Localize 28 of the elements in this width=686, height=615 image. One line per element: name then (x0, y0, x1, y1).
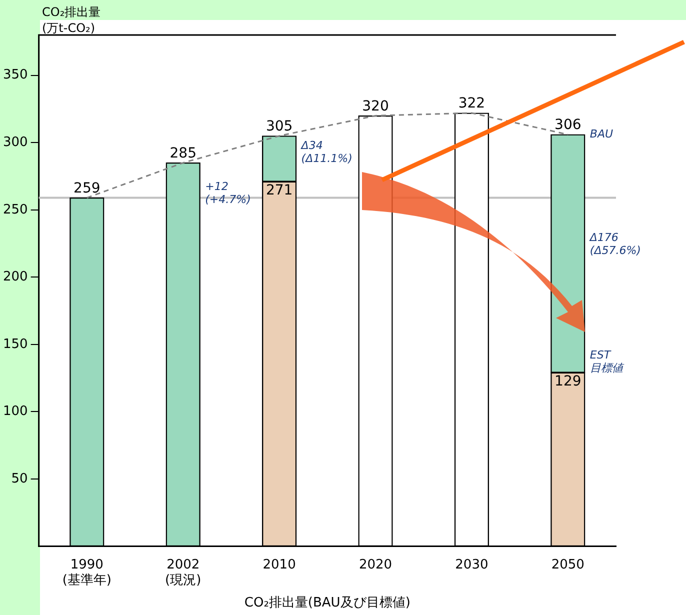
data-label: 320 (362, 98, 389, 114)
y-tick-label: 100 (2, 404, 28, 420)
data-label: 285 (170, 145, 196, 162)
data-label: 129 (554, 373, 582, 390)
data-label: 259 (74, 180, 100, 196)
x-tick-label: 2030 (455, 557, 488, 572)
y-tick-label: 50 (11, 471, 28, 486)
data-label: 322 (458, 96, 486, 112)
y-tick-label: 150 (2, 336, 28, 352)
annotation: Δ176 (Δ57.6%) (588, 230, 641, 257)
y-tick-label: 300 (2, 134, 28, 150)
annotation: 305 (266, 118, 293, 135)
y-tick-label: 200 (2, 270, 28, 285)
x-tick-label: 2010 (262, 557, 296, 572)
annotation: EST 目標値 (590, 348, 625, 375)
x-axis-title: CO₂排出量(BAU及び目標値) (244, 596, 410, 611)
annotation: +12 (+4.7%) (205, 180, 251, 206)
x-tick-label: 2050 (551, 557, 584, 572)
data-label: 271 (266, 182, 293, 198)
annotation: 306 (554, 117, 582, 134)
y-tick-label: 350 (2, 68, 28, 83)
y-axis-title: CO₂排出量 (万t-CO₂) (42, 4, 101, 36)
x-tick-label: 2002 (現況) (165, 557, 202, 588)
y-tick-label: 250 (2, 202, 28, 218)
annotation: Δ34 (Δ11.1%) (300, 138, 352, 165)
annotation: BAU (590, 128, 614, 141)
x-tick-label: 1990 (基準年) (62, 557, 112, 588)
x-tick-label: 2020 (358, 557, 392, 572)
